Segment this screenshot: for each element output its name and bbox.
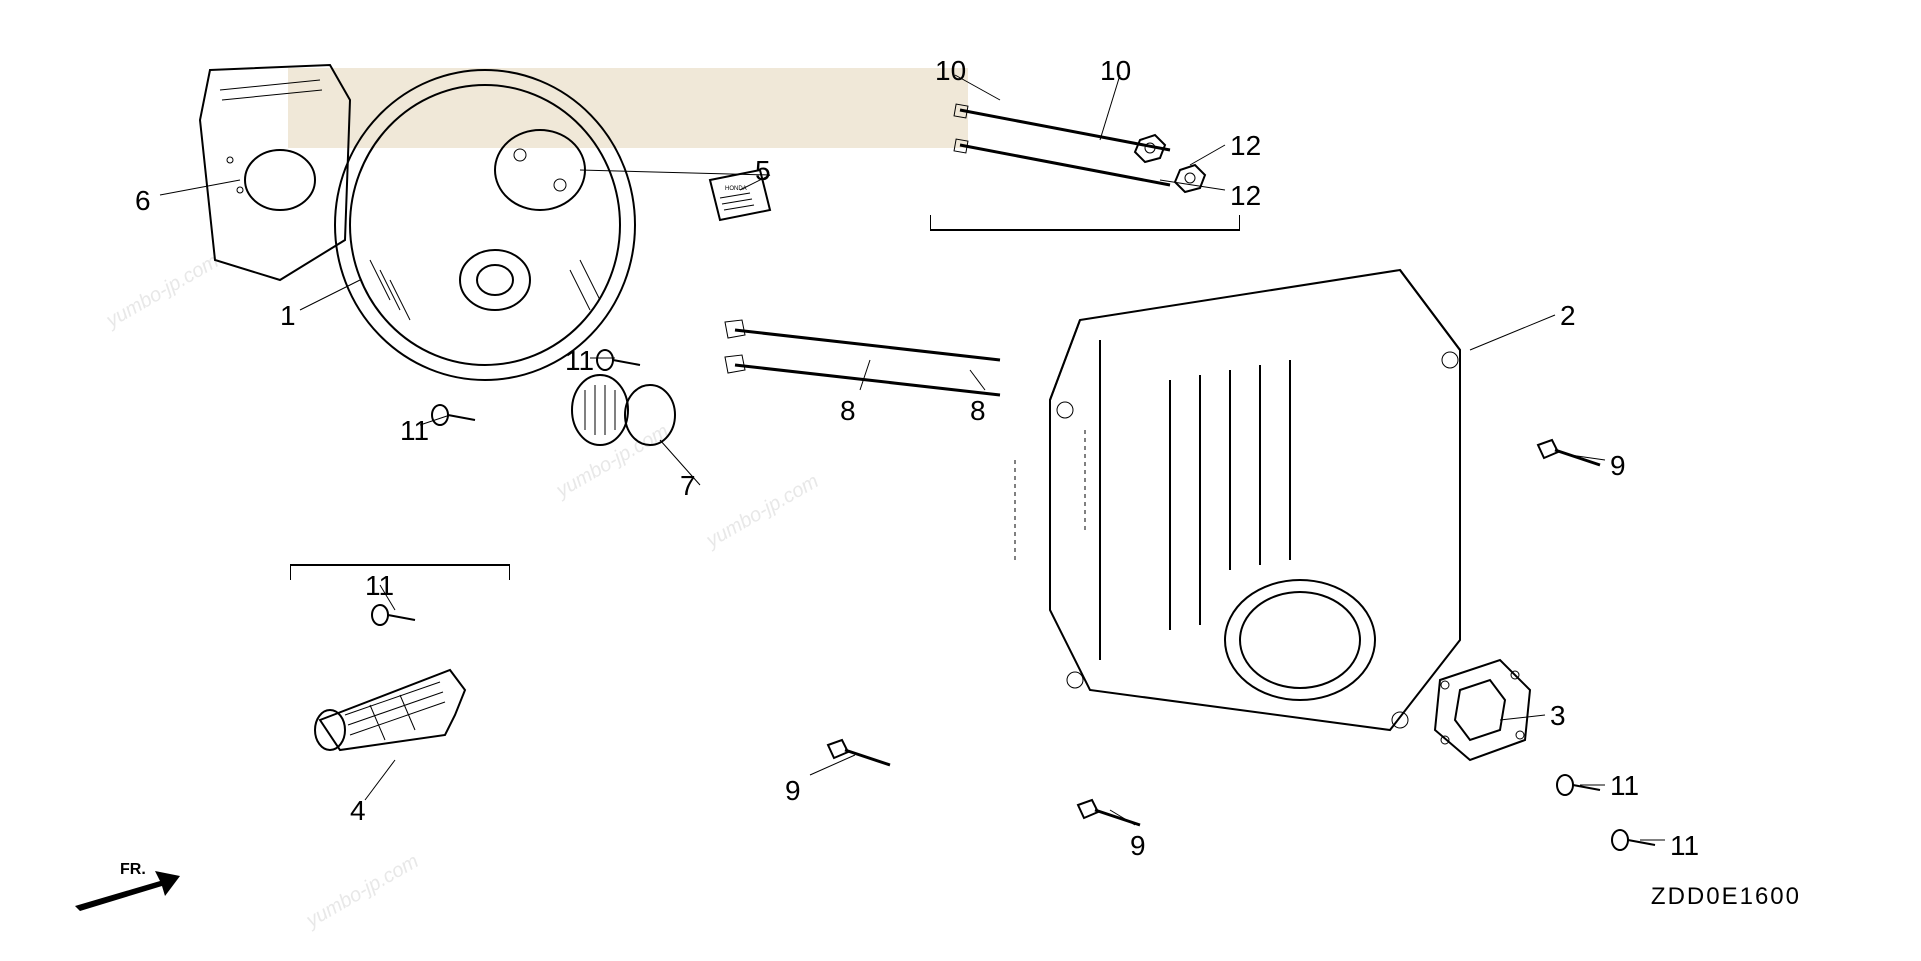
callout-number: 6 (135, 185, 151, 217)
part-nut (1130, 130, 1220, 200)
callout-number: 7 (680, 470, 696, 502)
fr-arrow: FR. (70, 856, 200, 921)
part-bolt-9a (1530, 430, 1610, 480)
callout-number: 5 (755, 155, 771, 187)
bracket-10-12 (930, 215, 1240, 245)
callout-number: 11 (1610, 770, 1639, 802)
part-muffler-body (320, 60, 650, 390)
honda-label: HONDA (725, 186, 747, 192)
callout-number: 2 (1560, 300, 1576, 332)
part-screw-11e (1610, 825, 1660, 855)
callout-number: 11 (565, 345, 594, 377)
part-bolt-medium (720, 310, 1040, 400)
callout-number: 9 (785, 775, 801, 807)
diagram-code: ZDD0E1600 (1651, 883, 1801, 911)
callout-number: 1 (280, 300, 296, 332)
diagram-container: yumbo-jp.com yumbo-jp.com yumbo-jp.com y… (0, 0, 1921, 961)
fr-label: FR. (120, 861, 146, 878)
callout-number: 8 (840, 395, 856, 427)
callout-number: 10 (935, 55, 966, 87)
callout-number: 11 (365, 570, 394, 602)
watermark: yumbo-jp.com (703, 470, 823, 553)
part-screw-11d (1555, 770, 1605, 800)
callout-number: 9 (1610, 450, 1626, 482)
callout-number: 12 (1230, 130, 1261, 162)
callout-number: 12 (1230, 180, 1261, 212)
bracket-4-11 (290, 550, 510, 580)
callout-number: 10 (1100, 55, 1131, 87)
part-screen (300, 640, 490, 770)
part-screw-11c (370, 600, 420, 630)
part-bolt-9b (820, 730, 900, 780)
part-outlet-guard (1420, 640, 1550, 770)
callout-number: 4 (350, 795, 366, 827)
callout-number: 3 (1550, 700, 1566, 732)
part-screw-11b (595, 345, 645, 375)
part-screw-11a (430, 400, 480, 430)
callout-number: 8 (970, 395, 986, 427)
callout-number: 9 (1130, 830, 1146, 862)
callout-number: 11 (1670, 830, 1699, 862)
watermark: yumbo-jp.com (303, 850, 423, 933)
callout-number: 11 (400, 415, 429, 447)
